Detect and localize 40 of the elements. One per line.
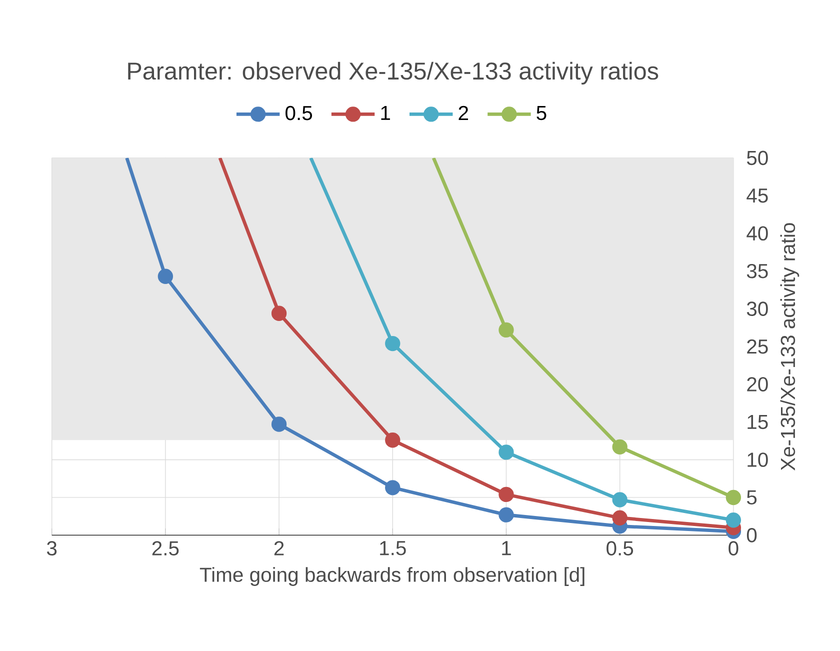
point xyxy=(498,322,514,338)
y-tick-label: 35 xyxy=(746,264,768,278)
point xyxy=(385,336,400,351)
point xyxy=(271,416,287,432)
x-tick-label: 3 xyxy=(46,540,57,556)
x-tick-label: 0.5 xyxy=(606,540,634,556)
point xyxy=(612,439,628,454)
point xyxy=(726,490,742,505)
legend-label: 2 xyxy=(458,106,468,120)
y-tick-label: 20 xyxy=(747,376,768,392)
point xyxy=(612,510,628,526)
y-tick-label: 10 xyxy=(748,452,768,467)
y-tick-label: 40 xyxy=(746,226,768,240)
legend-label: 5 xyxy=(536,106,546,120)
y-tick-label: 5 xyxy=(746,490,757,504)
point xyxy=(271,306,287,321)
x-axis-title: Time going backwards from observation [d] xyxy=(200,566,584,586)
point xyxy=(726,512,742,528)
legend-label: 0.5 xyxy=(286,106,312,120)
legend-label: 1 xyxy=(381,106,390,120)
x-tick-label: 1.5 xyxy=(380,541,406,556)
point xyxy=(158,268,174,284)
y-tick-label: 15 xyxy=(748,414,768,429)
point xyxy=(385,432,400,448)
chart-title: Paramter: observed Xe-135/Xe-133 activity ratios xyxy=(128,62,658,84)
x-tick-label: 2.5 xyxy=(152,540,179,556)
point xyxy=(498,444,514,460)
y-axis-title: Xe-135/Xe-133 activity ratio xyxy=(780,222,800,470)
y-tick-label: 50 xyxy=(746,150,768,165)
x-tick-label: 1 xyxy=(502,541,511,555)
x-tick-label: 0 xyxy=(728,540,738,556)
y-tick-label: 30 xyxy=(746,302,768,316)
point xyxy=(612,492,628,508)
point xyxy=(498,486,514,502)
y-tick-label: 0 xyxy=(746,528,757,542)
y-tick-label: 25 xyxy=(747,339,768,354)
x-tick-label: 2 xyxy=(274,540,284,556)
point xyxy=(498,507,514,522)
y-tick-label: 45 xyxy=(746,188,768,203)
point xyxy=(385,480,400,496)
